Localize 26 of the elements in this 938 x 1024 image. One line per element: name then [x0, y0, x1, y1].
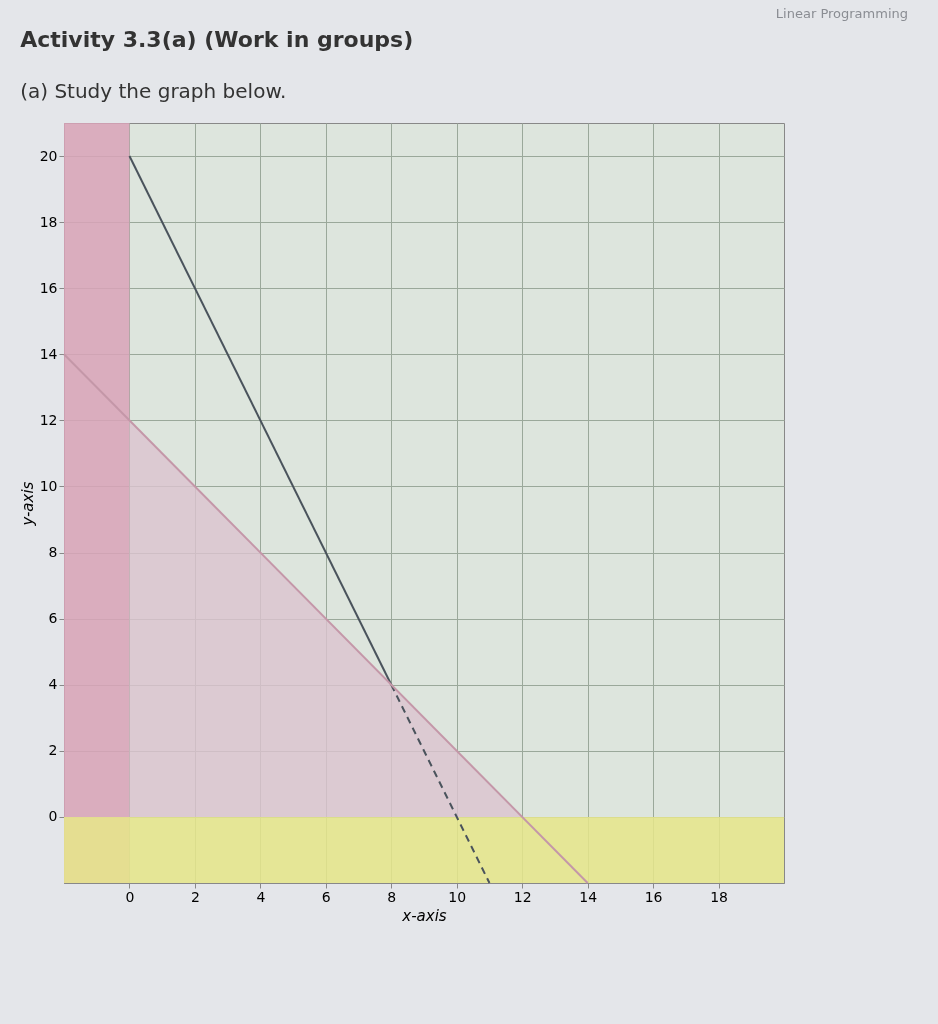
y-tick-label: 12	[39, 411, 58, 428]
x-tick-label: 8	[387, 888, 397, 905]
x-tick-label: 2	[190, 888, 200, 905]
x-tick-label: 10	[448, 888, 467, 905]
x-tick-label: 16	[644, 888, 663, 905]
text: Linear Programming	[774, 5, 909, 23]
y-tick-label: 0	[48, 808, 58, 825]
chart-subtitle: (a) Study the graph below.	[20, 79, 287, 103]
y-tick-label: 2	[48, 742, 58, 759]
x-tick-label: 6	[321, 888, 331, 905]
x-tick-label: 4	[256, 888, 266, 905]
y-tick-label: 18	[39, 213, 58, 230]
x-tick-label: 12	[513, 888, 532, 905]
y-tick-label: 16	[39, 279, 58, 296]
y-tick-label: 6	[48, 610, 58, 627]
x-tick-label: 18	[710, 888, 728, 905]
x-tick-label: 0	[125, 888, 135, 905]
y-tick-label: 10	[39, 477, 58, 494]
x-tick-label: 14	[579, 888, 598, 905]
chart-title: Activity 3.3(a) (Work in groups)	[20, 27, 414, 52]
x-axis-title: x-axis	[401, 906, 447, 925]
y-tick-label: 14	[39, 345, 58, 362]
y-tick-label: 4	[48, 676, 58, 693]
y-axis-title: y-axis	[18, 481, 37, 527]
y-tick-label: 8	[48, 544, 58, 561]
y-tick-label: 20	[39, 147, 58, 164]
